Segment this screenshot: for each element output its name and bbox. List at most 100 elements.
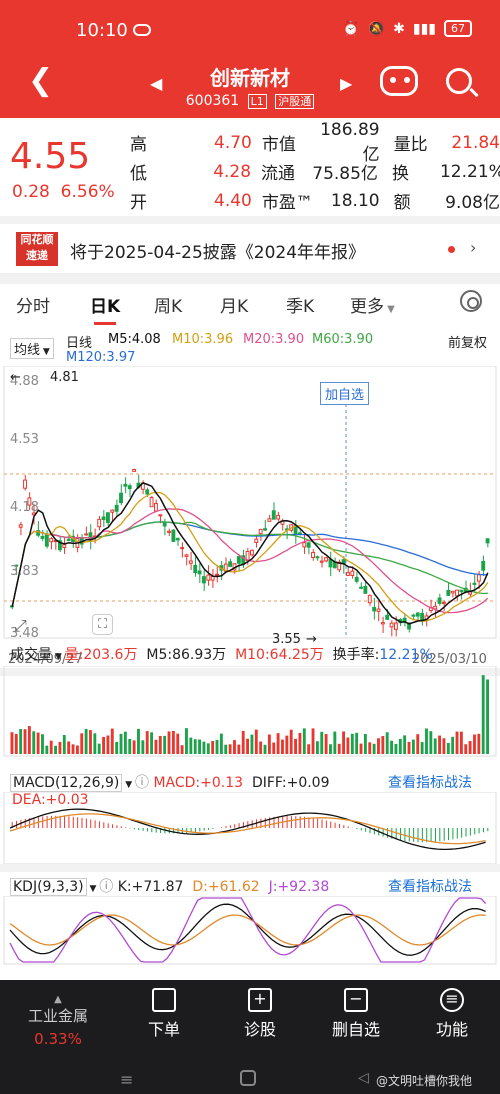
tab-weekly-k[interactable]: 周K (154, 297, 183, 317)
turnover-label: 换手率: (332, 647, 380, 663)
remove-watch-button[interactable]: − 删自选 (316, 988, 396, 1040)
high-marker: 4.81 (50, 370, 79, 385)
volume-bar (62, 735, 66, 754)
high-arrow: ← (10, 370, 21, 385)
kline-chart-area: 均线 ▼ 日线 M5:4.08 M10:3.96 M20:3.90 M60:3.… (0, 326, 500, 976)
dropdown-icon: ▼ (384, 304, 395, 315)
candle-body (254, 538, 259, 543)
volume-bar (228, 744, 232, 754)
volume-bar (150, 732, 153, 754)
d-value: D:+61.62 (192, 879, 260, 895)
add-watch-button[interactable]: 加自选 (320, 382, 370, 405)
volume-bar (377, 738, 380, 754)
adjust-mode[interactable]: 前复权 (448, 336, 488, 351)
candle-body (271, 510, 276, 520)
candle-body (58, 540, 62, 551)
notification-icon (133, 24, 151, 36)
tab-more[interactable]: 更多 ▼ (350, 292, 395, 317)
ma5-value: M5:4.08 (108, 332, 161, 347)
tab-intraday[interactable]: 分时 (16, 297, 50, 317)
volume-bar (385, 732, 389, 754)
chevron-right-icon: › (470, 238, 477, 257)
candle-body (210, 575, 215, 581)
volume-bar (14, 733, 18, 754)
candle-body (123, 483, 128, 487)
d-line (9, 914, 486, 946)
kdj-strategy-link[interactable]: 查看指标战法 (388, 879, 472, 895)
tab-monthly-k[interactable]: 月K (220, 297, 249, 317)
volume-svg (3, 666, 497, 757)
battery-icon: 67 (444, 20, 472, 37)
candle-body (376, 608, 381, 612)
volume-title[interactable]: 成交量 (10, 647, 52, 663)
notice-bar[interactable]: 同花顺 速递 将于2025-04-25披露《2024年年报》 › (0, 224, 500, 274)
home-icon[interactable] (240, 1070, 256, 1086)
status-bar: 10:10 ⏰ 🔕 ✱ ▮▮▮ 67 (0, 0, 500, 60)
quote-value: 18.10 (330, 190, 380, 211)
kdj-title[interactable]: KDJ(9,3,3) (10, 878, 87, 896)
volume-bar (333, 731, 337, 754)
order-button[interactable]: 下单 (124, 988, 204, 1040)
function-button[interactable]: ≡ 功能 (412, 988, 492, 1040)
candle-body (263, 528, 267, 531)
next-stock-icon[interactable]: ▶ (340, 74, 353, 93)
volume-bar (67, 741, 71, 754)
volume-bar (23, 729, 27, 754)
recent-apps-icon[interactable]: ≡ (120, 1070, 134, 1089)
quote-value: 21.84 (451, 132, 500, 153)
volume-bar (425, 728, 428, 754)
volume-bar (75, 745, 79, 754)
volume-bar (394, 743, 398, 754)
quote-value: 75.85亿 (312, 164, 378, 184)
volume-bar (19, 729, 23, 754)
candle-body (354, 576, 359, 582)
candle-body (459, 589, 464, 593)
candle-body (62, 544, 67, 548)
candle-body (101, 516, 106, 521)
volume-bar (115, 741, 119, 754)
volume-bar (215, 739, 219, 754)
tab-quarterly-k[interactable]: 季K (286, 297, 315, 317)
volume-bar (132, 740, 136, 754)
candle-body (40, 536, 45, 539)
volume-bar (219, 733, 223, 754)
candle-body (315, 556, 320, 559)
market-badge: 沪股通 (275, 94, 315, 109)
fullscreen-icon[interactable]: ⛶ (92, 614, 114, 635)
stock-header: ❮ ◀ 创新新材 600361 L1 沪股通 ▶ (0, 60, 500, 118)
back-nav-icon[interactable]: ◁ (358, 1070, 369, 1086)
quote-label: 开 (130, 193, 147, 213)
order-label: 下单 (147, 1020, 180, 1039)
candle-body (127, 485, 132, 490)
settings-icon[interactable] (460, 290, 482, 312)
macd-strategy-link[interactable]: 查看指标战法 (388, 775, 472, 791)
candle-body (184, 554, 189, 557)
quote-value: 12.21% (439, 161, 500, 182)
system-nav-bar: ≡ ◁ @文明吐槽你我他 (0, 1068, 500, 1094)
tab-daily-k[interactable]: 日K (90, 292, 120, 325)
current-price: 4.55 (10, 136, 91, 177)
expand-icon[interactable]: ⤢ (14, 616, 27, 635)
robot-icon[interactable] (380, 66, 418, 96)
search-icon[interactable] (446, 68, 472, 94)
diagnose-button[interactable]: + 诊股 (220, 988, 300, 1040)
volume-bar (233, 740, 236, 754)
logo-text: 同花顺 (20, 233, 54, 246)
volume-bar (477, 733, 481, 754)
sector-indicator[interactable]: ▲ 工业金属 0.33% (18, 994, 98, 1048)
chart-tabs: 分时 日K 周K 月K 季K 更多 ▼ (0, 284, 500, 325)
y-tick-label: 3.83 (10, 564, 39, 579)
help-icon[interactable]: ⓘ (99, 879, 114, 895)
help-icon[interactable]: ⓘ (134, 775, 149, 791)
volume-bar (89, 730, 92, 754)
volume-m10: M10:64.25万 (235, 647, 324, 663)
volume-bar (481, 675, 485, 754)
candle-body (206, 574, 211, 581)
prev-stock-icon[interactable]: ◀ (150, 74, 163, 93)
macd-title[interactable]: MACD(12,26,9) (10, 774, 123, 792)
up-arrow-icon: ▲ (54, 994, 62, 1005)
ma-toggle[interactable]: 均线 ▼ (10, 338, 54, 359)
back-icon[interactable]: ❮ (28, 63, 54, 98)
volume-bar (468, 741, 472, 754)
volume-bar (176, 733, 180, 754)
